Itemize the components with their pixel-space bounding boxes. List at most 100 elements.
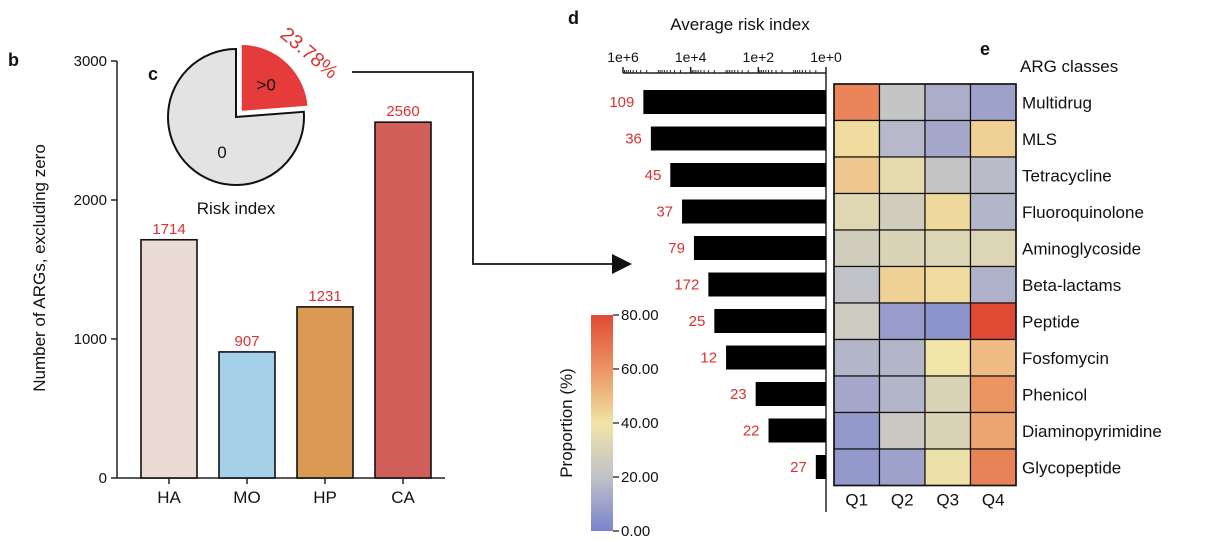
heatmap-border xyxy=(833,83,1017,487)
risk-tick-label: 1e+6 xyxy=(607,49,639,65)
heatmap-cell-fluoroquinolone-q4 xyxy=(969,192,1017,231)
heatmap-cell-multidrug-q1 xyxy=(833,83,881,122)
heatmap-cell-diaminopyrimidine-q4 xyxy=(969,411,1017,450)
colorbar-tick-label: 0.00 xyxy=(621,523,650,540)
heatmap-cell-mls-q3 xyxy=(924,119,972,158)
pie-slice-zero xyxy=(167,47,305,186)
risk-axis-ticks: 1e+6 1e+4 1e+2 1e+0 xyxy=(607,49,842,73)
risk-tick-label: 1e+0 xyxy=(810,49,842,65)
bar-mo xyxy=(218,351,276,479)
risk-bar-glycopeptide xyxy=(815,455,826,479)
heatmap-row-label: Phenicol xyxy=(1022,385,1087,404)
heatmap-cell-aminoglycoside-q1 xyxy=(833,229,881,268)
risk-bar-mls xyxy=(650,126,826,151)
colorbar-label: Proportion (%) xyxy=(557,368,576,478)
heatmap-cell-glycopeptide-q3 xyxy=(924,448,972,487)
panel-letter-d: d xyxy=(568,8,579,28)
panel-e: e ARG classes Multidrug MLS Tetracycline Fl… xyxy=(833,39,1162,510)
bar-y-tick-label: 3000 xyxy=(74,53,107,70)
risk-bar-diaminopyrimidine xyxy=(768,418,826,443)
risk-count-label: 109 xyxy=(609,94,634,111)
heatmap-cell-fosfomycin-q3 xyxy=(924,338,972,377)
risk-count-label: 22 xyxy=(743,423,760,440)
risk-count-label: 172 xyxy=(674,277,699,294)
bar-category-label: MO xyxy=(233,488,260,507)
bar-ca xyxy=(374,121,432,479)
colorbar-tick-label: 20.00 xyxy=(621,469,659,486)
heatmap-cell-mls-q1 xyxy=(833,119,881,158)
pie-slice-positive xyxy=(239,42,310,113)
risk-count-label: 37 xyxy=(656,204,673,221)
heatmap-row-label: Glycopeptide xyxy=(1022,458,1121,477)
pie: 0>023.78% xyxy=(167,23,342,186)
risk-tick-label: 1e+4 xyxy=(675,49,707,65)
bar-hp xyxy=(296,306,354,479)
colorbar-tick-label: 60.00 xyxy=(621,361,659,378)
heatmap-row-labels: Multidrug MLS Tetracycline Fluoroquinolone A… xyxy=(1022,93,1162,477)
risk-count-label: 25 xyxy=(689,313,706,330)
bar-value-label: 2560 xyxy=(386,103,419,120)
heatmap-cell-fosfomycin-q4 xyxy=(969,338,1017,377)
bar-category-label: HA xyxy=(157,488,181,507)
bar-y-axis-label: Number of ARGs, excluding zero xyxy=(30,144,49,392)
heatmap-cell-phenicol-q3 xyxy=(924,375,972,414)
heatmap-title: ARG classes xyxy=(1020,57,1118,76)
heatmap-cell-beta-lactams-q4 xyxy=(969,265,1017,304)
panel-letter-c: c xyxy=(148,64,158,84)
risk-bar-aminoglycoside xyxy=(693,236,826,260)
risk-bar-fosfomycin xyxy=(726,345,826,370)
risk-count-label: 79 xyxy=(668,240,685,257)
risk-count-label: 27 xyxy=(790,459,807,476)
heatmap-cell-glycopeptide-q2 xyxy=(878,448,926,487)
panel-b: b Number of ARGs, excluding zero 0 1000 20… xyxy=(8,50,445,507)
heatmap-cell-mls-q2 xyxy=(878,119,926,158)
colorbar: 80.00 60.00 40.00 20.00 0.00 Proportion (%) xyxy=(557,307,659,540)
pie-label-zero: 0 xyxy=(217,143,226,162)
heatmap-cell-aminoglycoside-q4 xyxy=(969,229,1017,268)
pie-label-positive: >0 xyxy=(256,75,275,94)
heatmap-row-label: Aminoglycoside xyxy=(1022,239,1141,258)
colorbar-tick-label: 40.00 xyxy=(621,415,659,432)
risk-bar-tetracycline xyxy=(670,163,826,187)
risk-bar-fluoroquinolone xyxy=(682,199,826,224)
heatmap-cell-beta-lactams-q1 xyxy=(833,265,881,304)
heatmap-row-label: Tetracycline xyxy=(1022,166,1112,185)
heatmap-column-label: Q3 xyxy=(936,491,959,510)
risk-bars: 109 36 45 37 79 172 25 12 23 22 27 xyxy=(609,90,826,479)
heatmap-column-label: Q4 xyxy=(982,491,1005,510)
panel-letter-e: e xyxy=(980,39,990,59)
bar-y-tick-label: 0 xyxy=(99,470,107,487)
bar-value-label: 1714 xyxy=(152,221,185,238)
arrow-head xyxy=(612,254,632,274)
heatmap-cell-multidrug-q2 xyxy=(878,83,926,122)
heatmap-column-label: Q2 xyxy=(891,491,914,510)
heatmap-cell-fluoroquinolone-q1 xyxy=(833,192,881,231)
heatmap-cell-tetracycline-q2 xyxy=(878,156,926,195)
bar-y-ticks: 0 1000 2000 3000 xyxy=(74,53,117,487)
risk-count-label: 45 xyxy=(645,167,662,184)
panel-letter-b: b xyxy=(8,50,19,70)
heatmap-cell-fluoroquinolone-q2 xyxy=(878,192,926,231)
heatmap-cell-aminoglycoside-q2 xyxy=(878,229,926,268)
heatmap-row-label: MLS xyxy=(1022,130,1057,149)
heatmap-cell-glycopeptide-q1 xyxy=(833,448,881,487)
heatmap-column-labels: Q1 Q2 Q3 Q4 xyxy=(845,491,1004,510)
connector-line xyxy=(352,71,615,265)
heatmap-cell-multidrug-q3 xyxy=(924,83,972,122)
panel-c: c 0>023.78% Risk index xyxy=(148,23,342,218)
panel-d: d Average risk index 1e+6 1e+4 1e+2 1e+0 10… xyxy=(568,8,842,512)
risk-bar-beta-lactams xyxy=(708,272,826,297)
heatmap-cell-phenicol-q4 xyxy=(969,375,1017,414)
heatmap-cell-tetracycline-q3 xyxy=(924,156,972,195)
heatmap-cell-peptide-q2 xyxy=(878,302,926,341)
risk-count-label: 36 xyxy=(625,131,642,148)
heatmap-cell-beta-lactams-q3 xyxy=(924,265,972,304)
heatmap-cell-diaminopyrimidine-q1 xyxy=(833,411,881,450)
heatmap-cell-diaminopyrimidine-q2 xyxy=(878,411,926,450)
heatmap-row-label: Diaminopyrimidine xyxy=(1022,422,1162,441)
bar-category-label: CA xyxy=(391,488,415,507)
heatmap-cell-fosfomycin-q1 xyxy=(833,338,881,377)
heatmap-cell-tetracycline-q1 xyxy=(833,156,881,195)
heatmap-cell-beta-lactams-q2 xyxy=(878,265,926,304)
heatmap-row-label: Beta-lactams xyxy=(1022,276,1121,295)
